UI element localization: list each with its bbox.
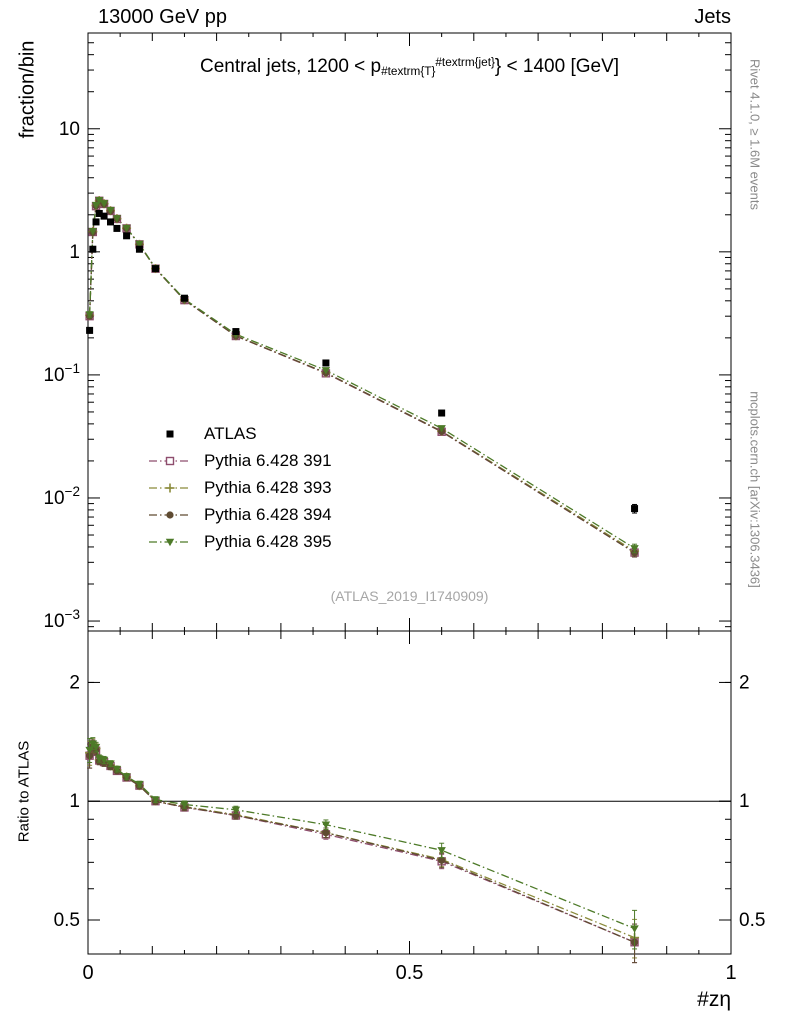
svg-text:1: 1 [739, 791, 750, 812]
svg-text:1: 1 [69, 791, 80, 812]
legend-label: Pythia 6.428 391 [204, 450, 332, 470]
legend-item: Pythia 6.428 395 [148, 528, 332, 555]
legend-item: ATLAS [148, 420, 332, 447]
rivet-version-note: Rivet 4.1.0, ≥ 1.6M events [747, 59, 763, 210]
header-beam-energy: 13000 GeV pp [98, 6, 227, 28]
svg-text:0.5: 0.5 [396, 962, 424, 984]
legend-label: Pythia 6.428 393 [204, 477, 332, 497]
svg-text:2: 2 [69, 672, 80, 693]
svg-text:10−3: 10−3 [43, 607, 80, 632]
y-axis-title-ratio: Ratio to ATLAS [15, 740, 33, 843]
svg-text:0.5: 0.5 [54, 910, 80, 931]
svg-text:10−1: 10−1 [43, 361, 80, 386]
mcplots-credit-note: mcplots.cern.ch [arXiv:1306.3436] [747, 391, 763, 588]
legend-label: Pythia 6.428 394 [204, 504, 332, 524]
x-axis-title: #zη [697, 988, 731, 1011]
legend-item: Pythia 6.428 393 [148, 474, 332, 501]
plot-title-superscript: #textrm{jet} [435, 56, 495, 70]
legend-marker-icon [149, 483, 191, 492]
legend-marker-icon [166, 430, 174, 437]
legend: ATLAS Pythia 6.428 391 Pythia 6.428 393 Pyt… [148, 420, 332, 555]
legend-marker-icon [149, 510, 191, 519]
svg-text:10: 10 [59, 119, 80, 140]
plot-title-prefix: Central jets, 1200 < p [199, 56, 382, 77]
svg-text:2: 2 [739, 672, 750, 693]
legend-marker-icon [149, 456, 191, 465]
svg-text:1: 1 [725, 962, 736, 984]
plot-title: Central jets, 1200 < p#textrm{T}#textrm{… [88, 56, 731, 78]
plot-title-suffix: } < 1400 [GeV] [494, 56, 620, 77]
header-observable-group: Jets [694, 6, 731, 28]
svg-text:10−2: 10−2 [43, 484, 80, 509]
legend-item: Pythia 6.428 391 [148, 447, 332, 474]
legend-marker-icon [149, 538, 191, 546]
analysis-id-watermark: (ATLAS_2019_I1740909) [330, 588, 489, 604]
svg-text:0.5: 0.5 [739, 910, 765, 931]
svg-text:1: 1 [69, 242, 80, 263]
legend-item: Pythia 6.428 394 [148, 501, 332, 528]
plot-title-subscript: #textrm{T} [381, 65, 436, 79]
y-axis-title-main: fraction/bin [16, 40, 39, 139]
svg-text:0: 0 [82, 962, 93, 984]
legend-label: ATLAS [204, 423, 257, 443]
legend-label: Pythia 6.428 395 [204, 531, 332, 551]
